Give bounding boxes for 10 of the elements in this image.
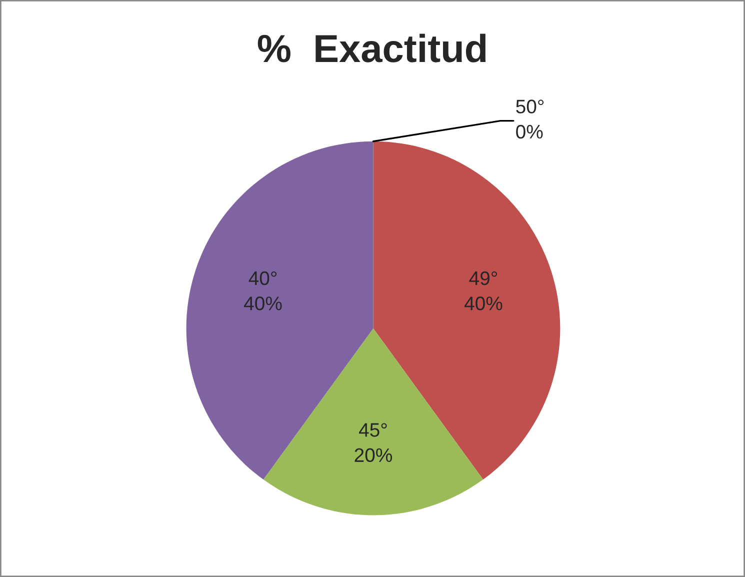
data-label: 40% — [464, 296, 502, 310]
slice-label: 49° — [469, 271, 498, 286]
slice-label: 40° — [248, 271, 277, 286]
category-label: 50° — [516, 100, 544, 114]
slice-label: 45° — [358, 423, 387, 437]
pie-slice — [263, 328, 484, 516]
text: 0% — [516, 124, 543, 139]
data-label: 40% — [244, 296, 282, 310]
data-label: 20% — [354, 448, 392, 462]
chart-title: % Exactitud — [258, 34, 486, 62]
